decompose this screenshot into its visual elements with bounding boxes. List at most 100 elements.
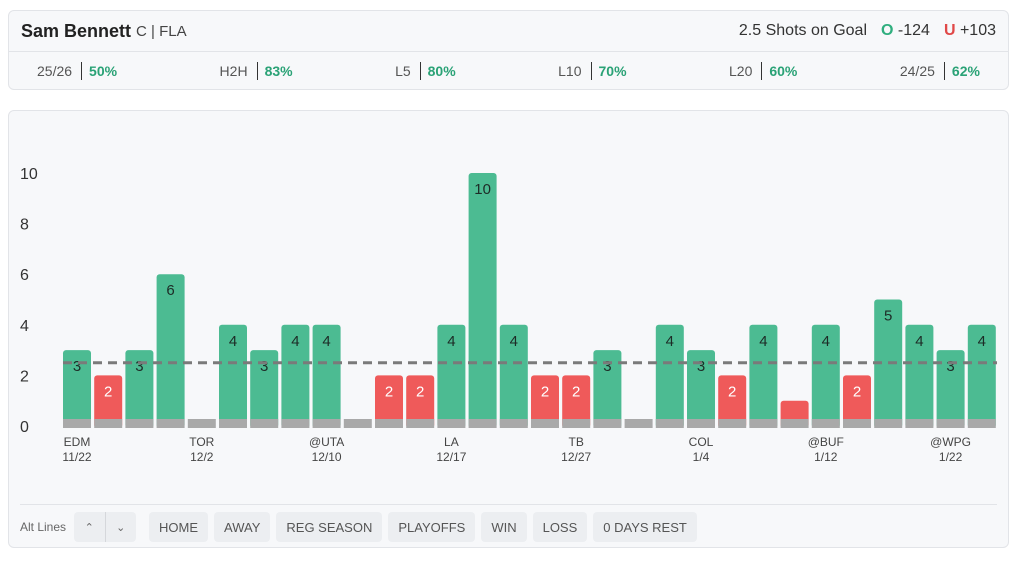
alt-lines-label: Alt Lines <box>20 520 67 534</box>
stat-value: 70% <box>598 63 627 79</box>
value-label: 3 <box>603 358 611 375</box>
stat-divider <box>419 62 421 80</box>
stat[interactable]: H2H 83% <box>220 62 293 80</box>
y-tick-label: 4 <box>20 318 29 335</box>
stat-divider <box>81 62 83 80</box>
bar <box>281 324 310 428</box>
over-label: O <box>881 22 894 39</box>
bar-base <box>562 419 591 428</box>
stat[interactable]: L20 60% <box>729 62 797 80</box>
bar <box>406 375 435 428</box>
value-label: 4 <box>822 333 830 350</box>
player-name: Sam Bennett <box>21 20 132 41</box>
value-label: 3 <box>135 358 143 375</box>
line-up[interactable]: ⌃ <box>74 512 106 542</box>
filter-button[interactable]: WIN <box>481 512 527 542</box>
header-row: Sam Bennett C | FLA 2.5 Shots on Goal O … <box>9 11 1008 52</box>
line-down[interactable]: ⌄ <box>116 521 126 534</box>
value-label: 3 <box>697 358 705 375</box>
stat-label: H2H <box>219 63 248 79</box>
bar-base <box>343 419 372 428</box>
stat-value: 60% <box>769 63 798 79</box>
bar-base <box>874 419 903 428</box>
bar <box>219 324 247 428</box>
bar <box>811 324 840 428</box>
stat-label: 25/26 <box>37 63 73 79</box>
bar <box>312 324 341 428</box>
bar <box>905 324 934 428</box>
stat[interactable]: 24/25 62% <box>900 62 980 80</box>
header-card: Sam Bennett C | FLA 2.5 Shots on Goal O … <box>8 10 1009 90</box>
stat-value: 50% <box>89 63 118 79</box>
x-tick-label: @WPG <box>930 435 971 449</box>
y-tick-label: 0 <box>20 419 29 436</box>
bar-base <box>219 419 247 428</box>
bar-base <box>811 419 840 428</box>
filter-button[interactable]: AWAY <box>214 512 271 542</box>
over[interactable]: O -124 <box>881 22 930 40</box>
stat-label: L10 <box>558 63 582 79</box>
bar-base <box>125 419 154 428</box>
value-label: 2 <box>104 383 112 400</box>
bar <box>125 350 154 428</box>
value-label: 2 <box>728 383 736 400</box>
bar-base <box>187 419 216 428</box>
bar <box>156 274 185 428</box>
bar <box>655 324 684 428</box>
under[interactable]: U +103 <box>944 22 996 40</box>
filters: HOME AWAY REG SEASON PLAYOFFS WIN LOSS 0 DAYS … <box>143 512 697 542</box>
stat[interactable]: L10 70% <box>558 62 627 80</box>
x-tick-date: 1/12 <box>814 450 838 464</box>
value-label: 2 <box>572 383 580 400</box>
filter-button[interactable]: REG SEASON <box>276 512 383 542</box>
x-tick-date: 1/4 <box>693 450 710 464</box>
bar <box>562 375 591 428</box>
bar <box>936 350 965 428</box>
filter-button[interactable]: LOSS <box>532 512 588 542</box>
under-label: U <box>943 22 956 39</box>
x-tick-date: 12/10 <box>312 450 342 464</box>
bar <box>94 375 123 428</box>
x-tick-label: @BUF <box>808 435 844 449</box>
value-label: 4 <box>666 333 674 350</box>
bar <box>250 350 279 428</box>
value-label: 3 <box>946 358 954 375</box>
stat-divider <box>256 62 258 80</box>
value-label: 4 <box>291 333 299 350</box>
bar-base <box>624 419 653 428</box>
value-label: 4 <box>322 333 330 350</box>
filter-button[interactable]: HOME <box>149 512 209 542</box>
bar-base <box>250 419 279 428</box>
value-label: 4 <box>447 333 455 350</box>
value-label: 6 <box>166 282 174 299</box>
prop-line: 2.5 Shots on Goal <box>739 22 867 40</box>
stat[interactable]: L5 80% <box>395 62 456 80</box>
value-label: 5 <box>884 308 892 325</box>
value-label: 4 <box>510 333 518 350</box>
bar-base <box>63 419 91 428</box>
bar <box>593 350 622 428</box>
bar-base <box>905 419 934 428</box>
alt-line-stepper: ⌃ ⌄ <box>74 512 137 542</box>
bar <box>468 173 497 428</box>
bar <box>687 350 715 428</box>
over-odds: -124 <box>897 22 930 39</box>
stat[interactable]: 25/26 50% <box>37 62 117 80</box>
bar <box>375 375 403 428</box>
stat-divider <box>761 62 763 80</box>
bar <box>718 375 747 428</box>
bar-base <box>655 419 684 428</box>
bar-base <box>593 419 622 428</box>
bar-base <box>499 419 528 428</box>
bar-base <box>531 419 559 428</box>
y-tick-label: 6 <box>20 267 29 284</box>
y-tick-label: 8 <box>20 217 29 234</box>
stat-value: 83% <box>264 63 293 79</box>
bar-base <box>156 419 185 428</box>
filter-button[interactable]: PLAYOFFS <box>388 512 476 542</box>
filter-button[interactable]: 0 DAYS REST <box>593 512 697 542</box>
bar-base <box>843 419 871 428</box>
bar <box>749 324 778 428</box>
value-label: 3 <box>73 358 81 375</box>
